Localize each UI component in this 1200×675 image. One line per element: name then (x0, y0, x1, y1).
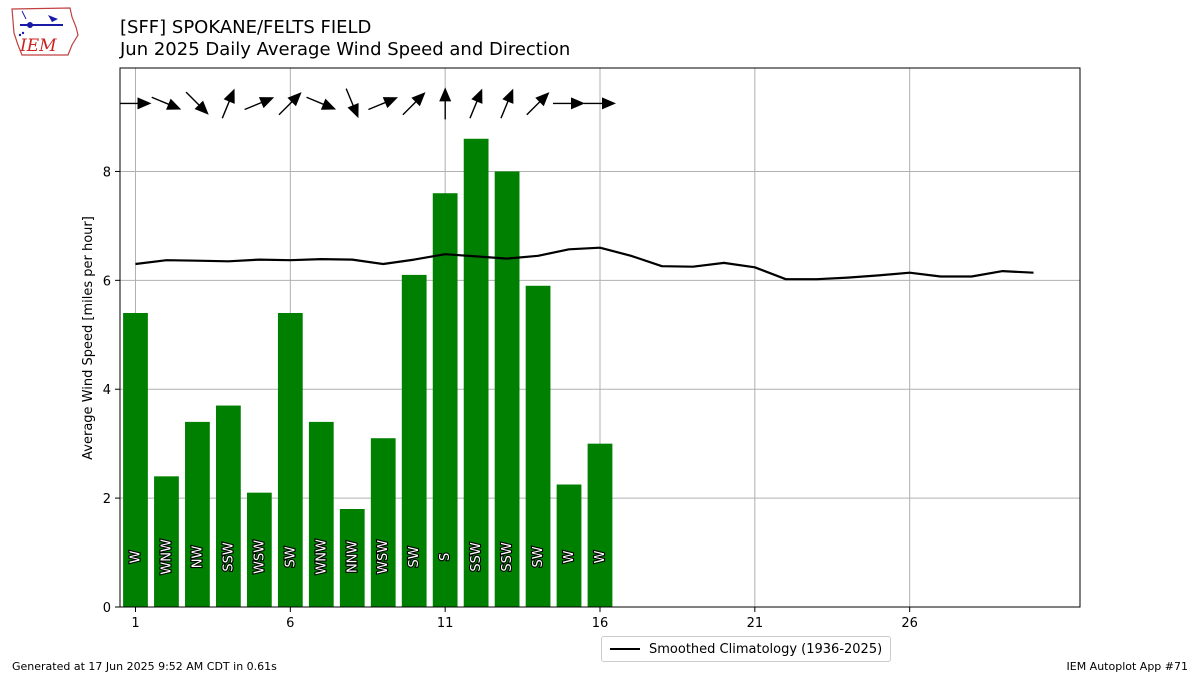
climatology-line (135, 246, 1034, 281)
wind-speed-bar (432, 193, 458, 607)
wind-direction-arrow (439, 87, 452, 120)
wind-speed-bar (277, 313, 303, 607)
wind-direction-arrow (469, 88, 483, 119)
iem-logo: IEM (8, 5, 80, 61)
wind-direction-label: S (438, 553, 453, 561)
wind-speed-bar (308, 421, 334, 607)
wind-direction-arrow (584, 97, 616, 110)
wind-arrow-layer (119, 87, 616, 120)
wind-speed-bar (216, 405, 241, 607)
wind-direction-label: WNW (160, 539, 175, 575)
generated-timestamp: Generated at 17 Jun 2025 9:52 AM CDT in … (12, 660, 277, 673)
x-tick-label: 16 (592, 616, 609, 631)
wind-speed-bar (185, 421, 210, 607)
wind-direction-label: SW (531, 546, 546, 567)
plot-frame (119, 67, 1081, 608)
wind-direction-label: WSW (252, 540, 267, 574)
y-tick-label: 8 (103, 165, 111, 180)
bar-layer (123, 138, 613, 607)
direction-label-layer: W WNW NW SSW WSW SW WNW NNW WSW SW S SSW SSW SW W W (127, 538, 609, 576)
wind-speed-bar (246, 492, 272, 607)
wind-direction-label: NNW (345, 541, 360, 573)
y-tick-label: 4 (103, 383, 111, 398)
wind-speed-bar (494, 171, 520, 607)
wind-direction-arrow (345, 88, 359, 119)
y-tick-label: 0 (103, 601, 111, 616)
wind-direction-label: SW (283, 546, 298, 567)
wind-direction-label: W (593, 550, 608, 563)
climatology-layer (135, 246, 1034, 281)
wind-speed-bar (370, 438, 396, 607)
wind-direction-arrow (244, 97, 275, 111)
legend-line-swatch (610, 648, 640, 650)
wind-direction-arrow (500, 88, 514, 119)
wind-direction-arrow (185, 91, 209, 115)
wind-direction-label: W (129, 550, 144, 563)
wind-direction-label: SSW (500, 542, 515, 572)
y-axis-label: Average Wind Speed [miles per hour] (81, 216, 96, 460)
wind-direction-label: WNW (314, 539, 329, 575)
legend-label: Smoothed Climatology (1936-2025) (649, 641, 883, 657)
x-tick-label: 26 (901, 616, 918, 631)
wind-direction-arrow (278, 92, 302, 116)
wind-direction-arrow (368, 97, 398, 111)
chart-title-station: [SFF] SPOKANE/FELTS FIELD (120, 17, 372, 38)
wind-speed-bar (463, 138, 489, 607)
x-tick-label: 6 (286, 616, 294, 631)
y-tick-label: 2 (103, 492, 111, 507)
wind-direction-label: WSW (376, 540, 391, 574)
wind-direction-arrow (553, 97, 585, 110)
x-tick-label: 21 (747, 616, 764, 631)
wind-direction-arrow (402, 92, 426, 116)
wind-speed-bar (587, 443, 613, 607)
wind-speed-bar (154, 476, 179, 607)
wind-direction-label: SW (407, 546, 422, 567)
wind-direction-arrow (151, 96, 182, 110)
wind-speed-bar (401, 274, 427, 607)
wind-direction-label: SSW (221, 542, 236, 572)
legend: Smoothed Climatology (1936-2025) (601, 636, 892, 662)
wind-direction-arrow (526, 92, 550, 116)
x-tick-label: 11 (437, 616, 454, 631)
wind-direction-arrow (221, 88, 235, 119)
wind-direction-label: W (562, 550, 577, 563)
wind-speed-bar (123, 313, 148, 607)
y-tick-label: 6 (103, 274, 111, 289)
wind-direction-label: SSW (469, 542, 484, 572)
chart-title-period: Jun 2025 Daily Average Wind Speed and Di… (120, 39, 571, 60)
wind-direction-arrow (119, 97, 152, 110)
wind-direction-label: NW (190, 545, 205, 568)
wind-speed-bar (525, 285, 551, 607)
wind-direction-arrow (306, 96, 337, 110)
app-credit: IEM Autoplot App #71 (1066, 660, 1189, 673)
logo-text: IEM (19, 36, 57, 56)
x-tick-label: 1 (131, 616, 139, 631)
wind-speed-bar (556, 484, 582, 607)
wind-speed-bar (339, 509, 365, 607)
